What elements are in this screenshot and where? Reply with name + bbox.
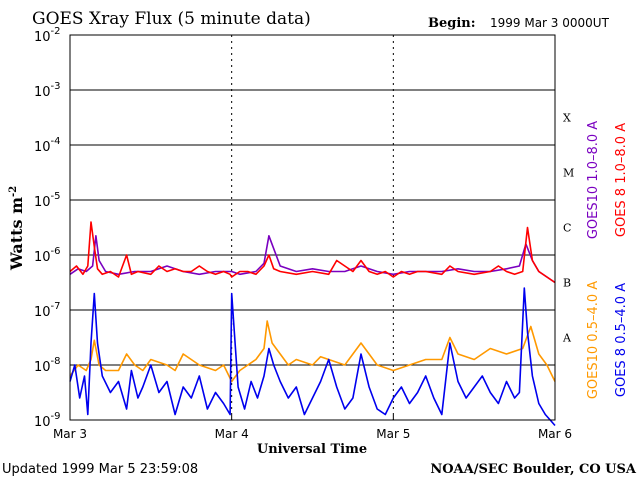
- series-line: [69, 235, 556, 284]
- series-layer: [69, 221, 556, 427]
- y-tick-label: 10-7: [34, 301, 61, 320]
- x-tick-labels: Mar 3 Mar 4 Mar 5 Mar 6: [53, 427, 572, 441]
- x-tick-label: Mar 6: [538, 427, 572, 441]
- grid: [70, 34, 555, 421]
- plot-frame: [69, 34, 556, 421]
- y-tick-label: 10-5: [34, 191, 61, 210]
- legend: GOES10 1.0–8.0 A GOES 8 1.0–8.0 A GOES10 0…: [586, 121, 629, 399]
- begin-value: 1999 Mar 3 0000UT: [490, 16, 610, 30]
- series-line: [69, 221, 556, 284]
- legend-entry: GOES 8 1.0–8.0 A: [614, 123, 629, 237]
- y-axis-label-text: Watts m: [7, 197, 26, 271]
- chart-title: GOES Xray Flux (5 minute data): [32, 9, 311, 29]
- y-axis-label: Watts m-2: [7, 186, 26, 271]
- x-tick-label: Mar 4: [215, 427, 249, 441]
- y-tick-label: 10-3: [34, 81, 61, 100]
- flare-class-labels: X M C B A: [562, 112, 574, 345]
- legend-entry: GOES10 0.5–4.0 A: [586, 281, 601, 399]
- flare-class-label: X: [563, 112, 571, 125]
- flare-class-label: A: [562, 332, 572, 345]
- credit-text: NOAA/SEC Boulder, CO USA: [430, 462, 637, 477]
- day-dividers: [69, 35, 556, 420]
- updated-timestamp: Updated 1999 Mar 5 23:59:08: [2, 462, 198, 477]
- legend-entry: GOES 8 0.5–4.0 A: [614, 283, 629, 397]
- x-axis-label: Universal Time: [257, 442, 367, 457]
- y-axis-label-exponent: -2: [8, 186, 19, 197]
- flare-class-label: B: [563, 277, 571, 290]
- x-tick-label: Mar 3: [53, 427, 87, 441]
- begin-label: Begin:: [428, 16, 476, 31]
- legend-entry: GOES10 1.0–8.0 A: [586, 121, 601, 239]
- series-line: [69, 287, 556, 427]
- svg-text:Watts m-2: Watts m-2: [7, 186, 26, 271]
- series-line: [69, 320, 556, 383]
- x-tick-label: Mar 5: [376, 427, 410, 441]
- y-tick-labels: 10-2 10-3 10-4 10-5 10-6 10-7 10-8 10-9: [34, 26, 61, 430]
- y-tick-label: 10-4: [34, 136, 61, 155]
- y-tick-label: 10-8: [34, 356, 61, 375]
- flare-class-label: C: [563, 222, 571, 235]
- flare-class-label: M: [563, 167, 574, 180]
- y-tick-label: 10-2: [34, 26, 61, 45]
- y-tick-label: 10-9: [34, 411, 61, 430]
- y-tick-label: 10-6: [34, 246, 61, 265]
